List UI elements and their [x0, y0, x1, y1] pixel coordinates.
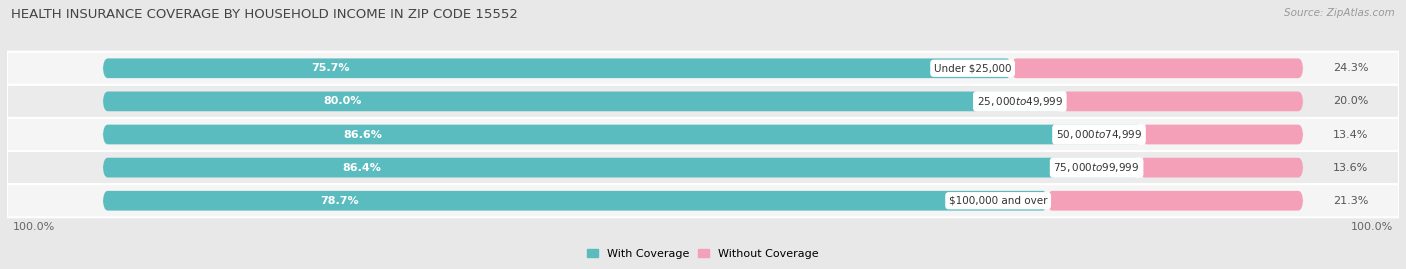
Text: $100,000 and over: $100,000 and over	[949, 196, 1047, 206]
FancyBboxPatch shape	[7, 52, 1399, 85]
FancyBboxPatch shape	[103, 158, 1140, 178]
Text: $75,000 to $99,999: $75,000 to $99,999	[1053, 161, 1140, 174]
FancyBboxPatch shape	[103, 58, 1011, 78]
Text: 21.3%: 21.3%	[1333, 196, 1368, 206]
FancyBboxPatch shape	[7, 184, 1399, 217]
Text: 24.3%: 24.3%	[1333, 63, 1368, 73]
Text: 13.4%: 13.4%	[1333, 129, 1368, 140]
Text: 100.0%: 100.0%	[13, 222, 55, 232]
Text: 78.7%: 78.7%	[319, 196, 359, 206]
FancyBboxPatch shape	[7, 151, 1399, 184]
Text: 75.7%: 75.7%	[311, 63, 349, 73]
Text: $50,000 to $74,999: $50,000 to $74,999	[1056, 128, 1142, 141]
Text: HEALTH INSURANCE COVERAGE BY HOUSEHOLD INCOME IN ZIP CODE 15552: HEALTH INSURANCE COVERAGE BY HOUSEHOLD I…	[11, 8, 519, 21]
FancyBboxPatch shape	[103, 191, 1047, 211]
FancyBboxPatch shape	[1011, 58, 1303, 78]
FancyBboxPatch shape	[1140, 158, 1303, 178]
Text: 100.0%: 100.0%	[1351, 222, 1393, 232]
FancyBboxPatch shape	[1063, 91, 1303, 111]
FancyBboxPatch shape	[103, 125, 1142, 144]
Text: 86.4%: 86.4%	[343, 162, 381, 173]
FancyBboxPatch shape	[103, 91, 1063, 111]
Text: Source: ZipAtlas.com: Source: ZipAtlas.com	[1284, 8, 1395, 18]
Text: 20.0%: 20.0%	[1333, 96, 1368, 107]
Text: $25,000 to $49,999: $25,000 to $49,999	[977, 95, 1063, 108]
Text: 80.0%: 80.0%	[323, 96, 363, 107]
FancyBboxPatch shape	[1142, 125, 1303, 144]
Text: 86.6%: 86.6%	[343, 129, 382, 140]
Legend: With Coverage, Without Coverage: With Coverage, Without Coverage	[582, 244, 824, 263]
FancyBboxPatch shape	[7, 85, 1399, 118]
FancyBboxPatch shape	[1047, 191, 1303, 211]
Text: Under $25,000: Under $25,000	[934, 63, 1011, 73]
Text: 13.6%: 13.6%	[1333, 162, 1368, 173]
FancyBboxPatch shape	[7, 118, 1399, 151]
